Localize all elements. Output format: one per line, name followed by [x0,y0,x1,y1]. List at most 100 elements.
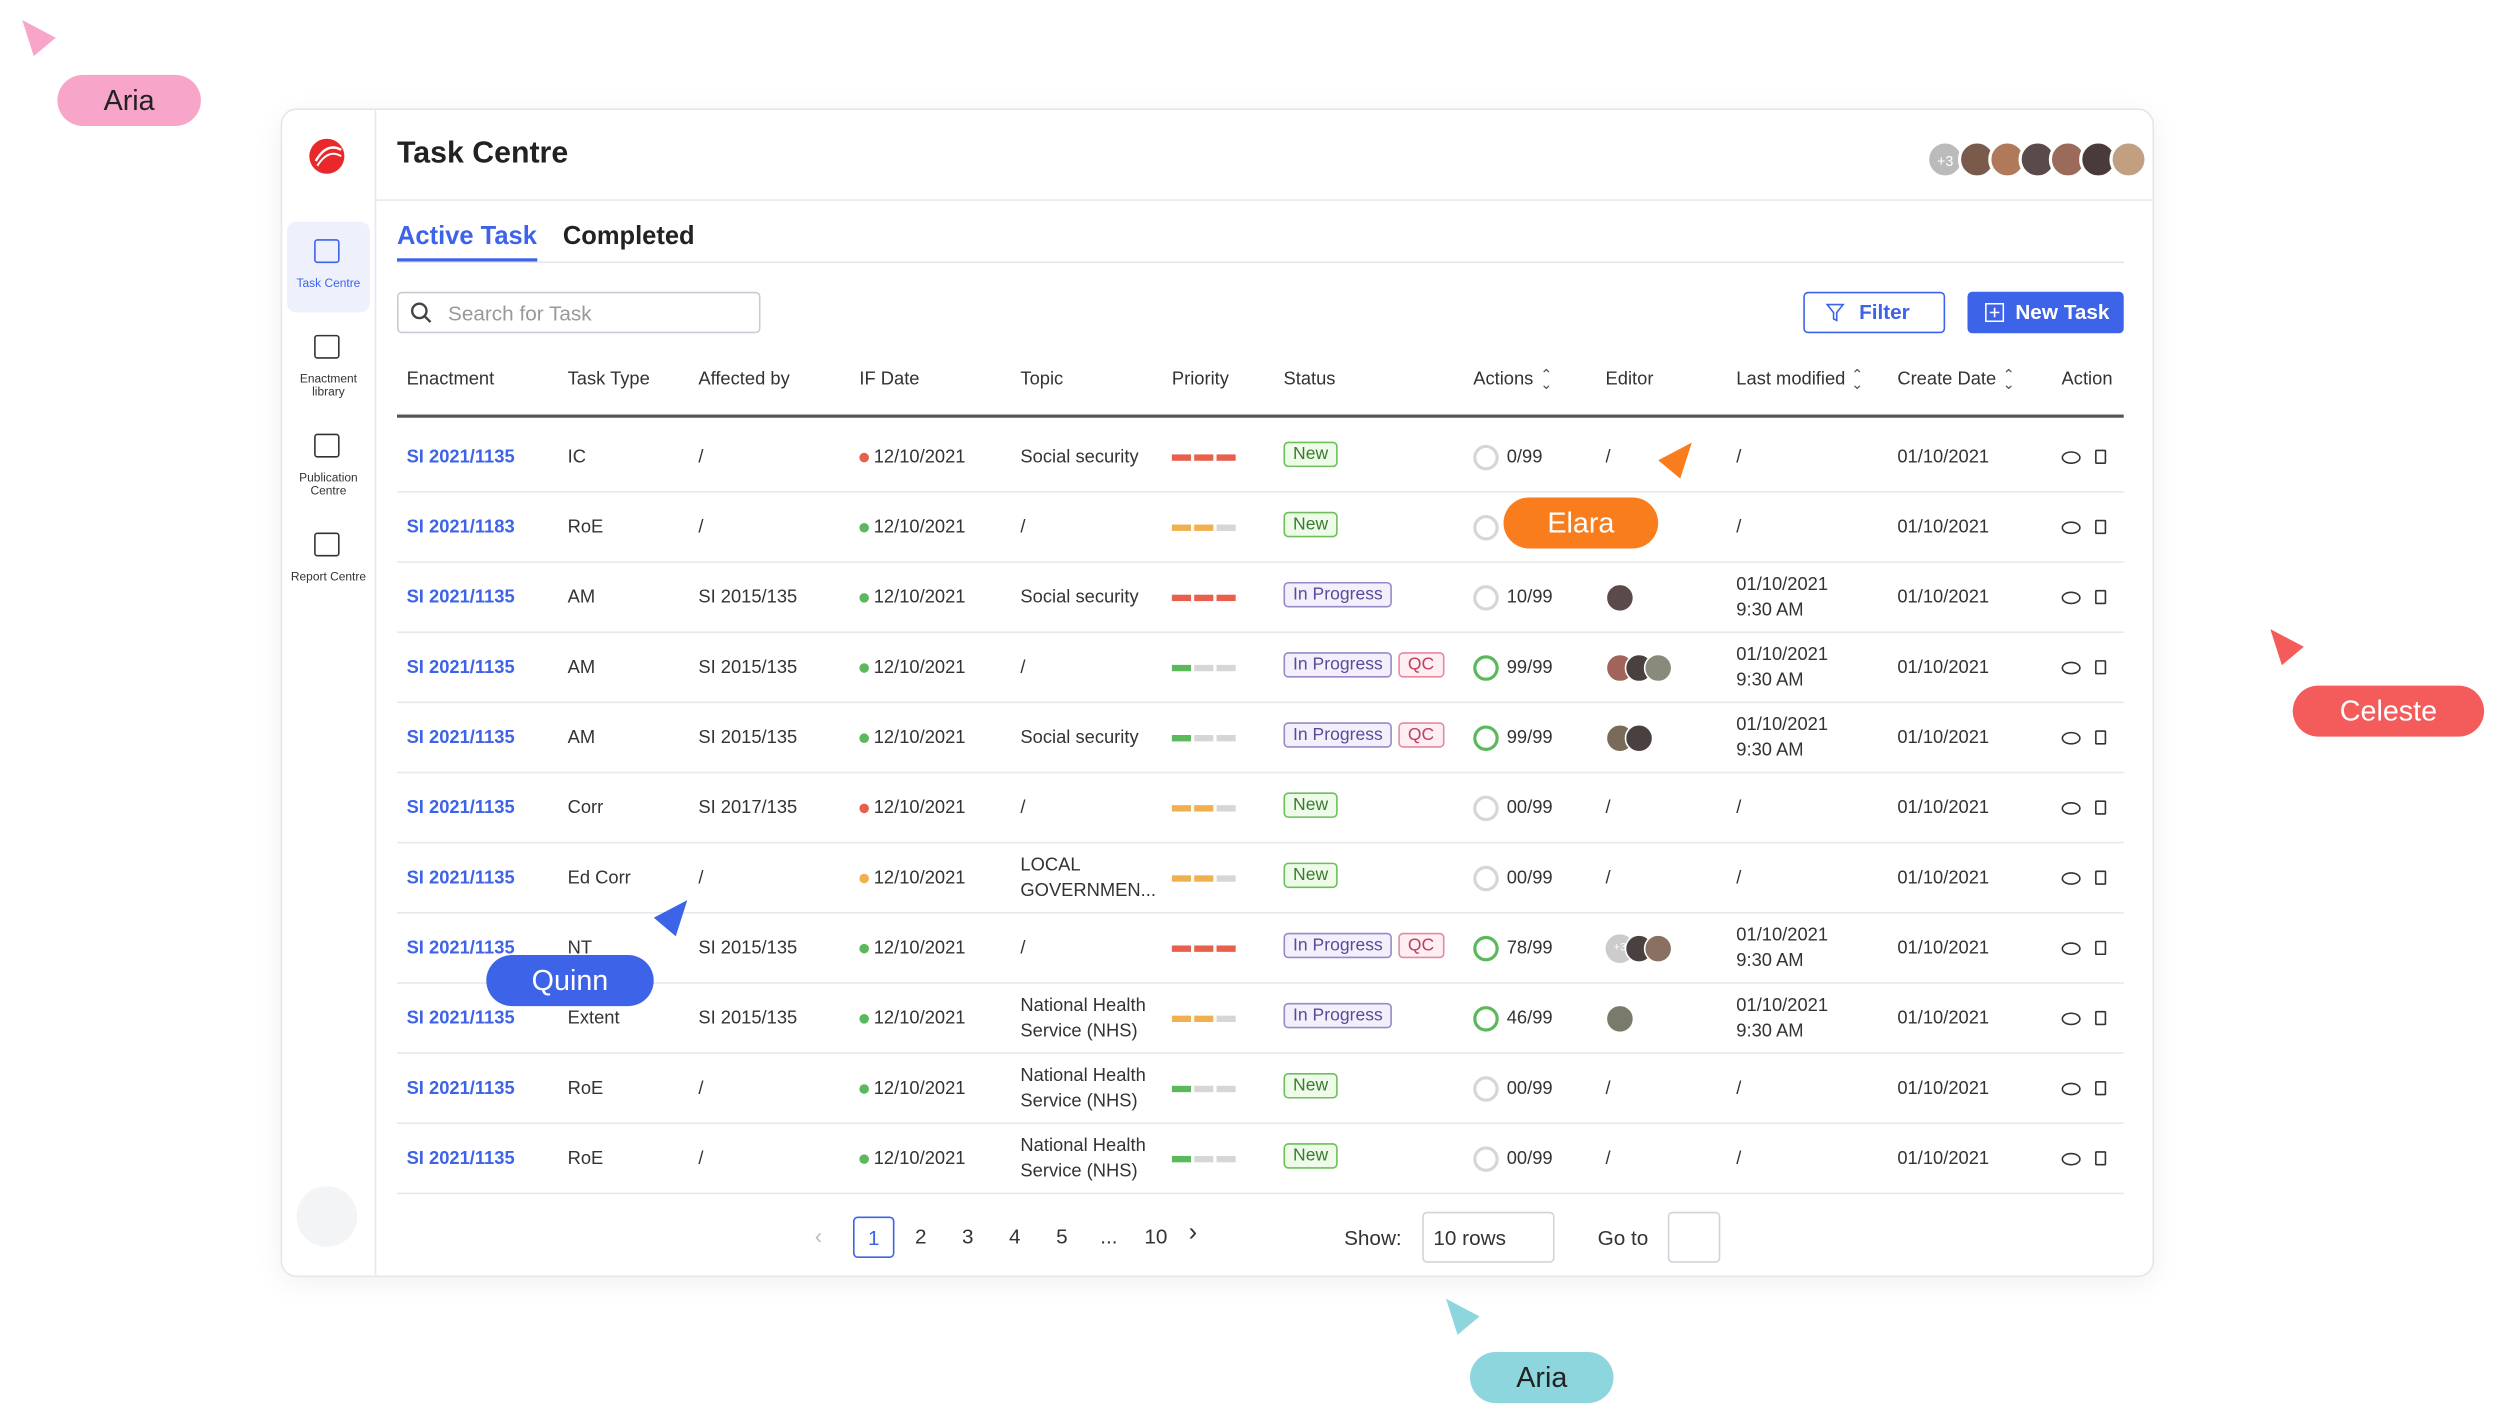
delete-icon[interactable] [2095,940,2107,956]
cursor-arrow [2259,619,2304,666]
view-icon[interactable] [2061,801,2081,815]
progress-ring [1473,1006,1499,1032]
delete-icon[interactable] [2095,800,2107,815]
task-type: Extent [567,1009,620,1029]
page-number[interactable]: 10 [1144,1224,1168,1249]
priority-segment [1194,805,1214,812]
filter-label: Filter [1859,299,1910,324]
logo [309,138,345,174]
view-icon[interactable] [2061,1082,2081,1096]
column-header: Status [1283,369,1336,390]
view-icon[interactable] [2061,1152,2081,1166]
enactment-link[interactable]: SI 2021/1135 [406,728,515,748]
view-icon[interactable] [2061,591,2081,605]
sidebar-icon[interactable] [314,433,340,458]
enactment-link[interactable]: SI 2021/1135 [406,798,515,818]
editor-avatar [1643,934,1673,964]
view-icon[interactable] [2061,731,2081,745]
delete-icon[interactable] [2095,1151,2107,1166]
qc-pill: QC [1398,722,1444,748]
page-number[interactable]: 2 [914,1224,927,1249]
delete-icon[interactable] [2095,730,2107,745]
priority-segment [1194,1085,1214,1093]
header-avatar [2109,140,2148,179]
create-date: 01/10/2021 [1897,518,1990,538]
last-modified: / [1736,1079,1742,1099]
enactment-link[interactable]: SI 2021/1135 [406,868,515,889]
prev-arrow[interactable]: ‹ [814,1222,823,1249]
priority-segment [1216,664,1236,672]
page-number[interactable]: 4 [1009,1224,1021,1249]
delete-icon[interactable] [2095,449,2107,464]
actions-count: 46/99 [1506,1009,1553,1029]
view-icon[interactable] [2061,661,2081,675]
status-pill: In Progress [1283,1002,1393,1029]
topic: Social security [1020,588,1139,608]
view-icon[interactable] [2061,942,2081,956]
page-number[interactable]: ... [1100,1224,1118,1249]
last-modified: 01/10/2021 9:30 AM [1736,996,1829,1042]
enactment-link[interactable]: SI 2021/1135 [406,1009,515,1029]
priority-segment [1216,1015,1236,1023]
column-header: Last modified [1736,369,1846,390]
view-icon[interactable] [2061,521,2081,535]
if-date: 12/10/2021 [873,448,966,468]
create-date: 01/10/2021 [1897,448,1990,468]
cursor-arrow [1435,1289,1480,1335]
page-number[interactable]: 5 [1056,1224,1068,1249]
sidebar-icon[interactable] [314,334,340,359]
status-pill: In Progress [1283,581,1393,608]
if-date: 12/10/2021 [873,1009,966,1029]
sort-icon[interactable]: ⌃ ⌄ [2002,366,2015,393]
enactment-link[interactable]: SI 2021/1135 [406,1149,515,1169]
page-number[interactable]: 1 [853,1216,895,1258]
priority-segment [1194,945,1214,952]
actions-count: 99/99 [1506,728,1553,748]
tab[interactable]: Completed [562,223,695,251]
new-task-label: New Task [2015,299,2110,324]
sidebar-icon[interactable] [314,239,340,264]
next-arrow[interactable]: › [1188,1219,1198,1247]
row-divider [397,1052,2124,1054]
sidebar-icon[interactable] [314,532,340,557]
page-number[interactable]: 3 [962,1224,974,1249]
delete-icon[interactable] [2095,589,2107,605]
enactment-link[interactable]: SI 2021/1135 [406,939,515,959]
row-divider [397,911,2124,914]
delete-icon[interactable] [2095,1081,2107,1096]
delete-icon[interactable] [2095,870,2107,885]
if-date: 12/10/2021 [873,868,966,889]
filter-button[interactable] [1803,291,1946,334]
enactment-link[interactable]: SI 2021/1135 [406,448,515,468]
priority-segment [1171,805,1192,812]
enactment-link[interactable]: SI 2021/1183 [406,518,515,538]
app-card [280,108,2155,1278]
progress-ring [1473,1076,1499,1102]
enactment-link[interactable]: SI 2021/1135 [406,1079,515,1099]
enactment-link[interactable]: SI 2021/1135 [406,588,515,608]
delete-icon[interactable] [2095,519,2107,535]
progress-ring [1473,725,1499,751]
goto-input[interactable] [1667,1211,1721,1263]
delete-icon[interactable] [2095,660,2107,675]
search-box[interactable] [397,291,761,334]
task-type: Corr [567,798,604,818]
user-avatar[interactable] [296,1186,358,1247]
view-icon[interactable] [2061,872,2081,885]
view-icon[interactable] [2061,1012,2081,1026]
rows-select[interactable] [1422,1211,1555,1263]
topic: / [1020,518,1026,538]
priority-segment [1194,454,1214,461]
delete-icon[interactable] [2095,1010,2107,1026]
enactment-link[interactable]: SI 2021/1135 [406,658,515,678]
tab-active[interactable]: Active Task [397,223,537,262]
editor-avatar [1605,583,1635,613]
affected-by: SI 2015/135 [698,728,798,748]
sort-icon[interactable]: ⌃ ⌄ [1540,366,1553,393]
view-icon[interactable] [2061,451,2081,464]
priority-segment [1171,664,1192,672]
actions-count: 00/99 [1506,1079,1553,1099]
row-divider [397,1122,2124,1125]
editor: / [1605,1079,1611,1099]
sort-icon[interactable]: ⌃ ⌄ [1851,366,1864,393]
